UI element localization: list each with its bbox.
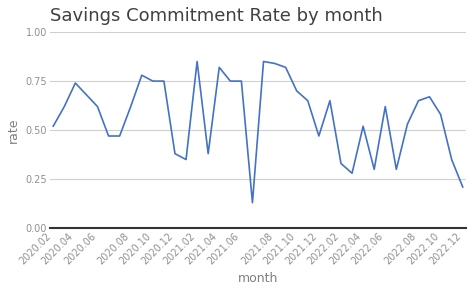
- Text: Savings Commitment Rate by month: Savings Commitment Rate by month: [50, 7, 383, 25]
- Y-axis label: rate: rate: [7, 117, 20, 143]
- X-axis label: month: month: [238, 272, 278, 285]
